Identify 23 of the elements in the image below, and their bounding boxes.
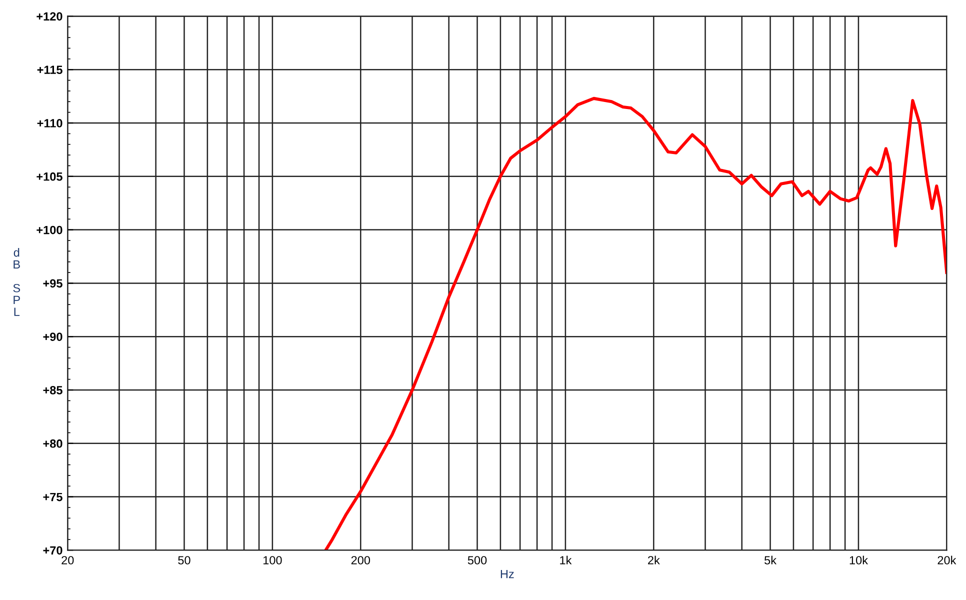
x-tick-label: 10k [850,556,868,564]
x-tick-label: 100 [263,556,282,564]
x-tick-label: 200 [351,556,370,564]
x-tick-label: 50 [178,556,190,564]
x-tick-label: 1k [560,556,572,564]
y-tick-label: +80 [43,439,62,448]
x-tick-label: 500 [468,556,487,564]
x-tick-label: 20k [938,556,956,564]
y-tick-label: +115 [37,66,62,74]
x-tick-label: 2k [648,556,660,564]
text: dB SPL [13,248,20,316]
y-tick-label: +105 [36,172,62,181]
y-tick-label: +100 [36,226,62,234]
y-tick-label: +70 [43,546,62,555]
y-tick-label: +120 [36,12,62,21]
y-tick-label: +90 [43,332,62,341]
x-axis-title: Hz [500,570,514,578]
y-tick-label: +110 [37,119,62,128]
y-tick-label: +85 [43,386,62,394]
x-tick-label: 20 [62,556,74,564]
y-tick-label: +95 [43,279,62,288]
y-tick-label: +75 [43,492,62,502]
x-tick-label: 5k [764,556,777,564]
